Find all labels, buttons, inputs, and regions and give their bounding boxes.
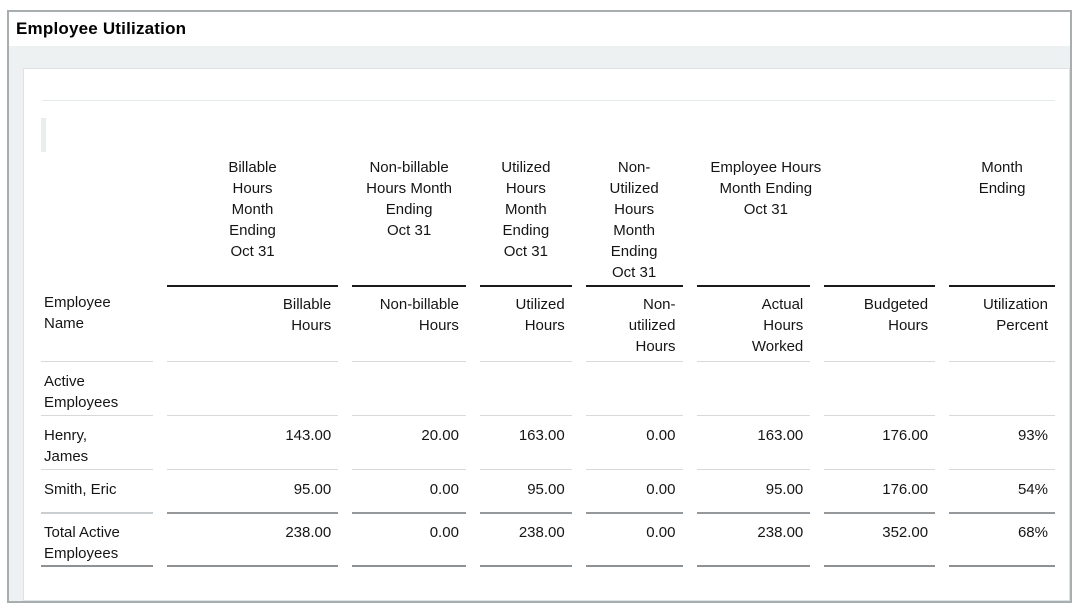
value-cell: 95.00	[765, 481, 804, 498]
column-header: Non- utilized Hours	[585, 285, 683, 362]
row-header-column-label: Employee Name	[41, 285, 153, 362]
employee-name: Smith, Eric	[44, 481, 117, 498]
value-cell: 163.00	[479, 416, 572, 470]
value-cell: 0.00	[585, 512, 683, 567]
column-group-header: Employee Hours Month Ending Oct 31	[710, 159, 822, 218]
utilization-table: Billable Hours Month Ending Oct 31 Non-bi…	[27, 155, 1069, 567]
column-group-header: Non- Utilized Hours Month Ending Oct 31	[609, 159, 659, 281]
column-group-header: Month Ending	[978, 159, 1026, 197]
column-header: Billable Hours	[166, 285, 339, 362]
table-body: Active Employees Henry, James 143.00 20.00 1…	[41, 362, 1055, 567]
value-cell: 95.00	[293, 481, 332, 498]
employee-name: Henry, James	[41, 416, 153, 470]
content-panel: Billable Hours Month Ending Oct 31 Non-bi…	[9, 46, 1070, 601]
value-cell: 352.00	[824, 512, 936, 567]
column-group-row: Billable Hours Month Ending Oct 31 Non-bi…	[41, 155, 1055, 285]
report-window: Employee Utilization Billable Hours Mont…	[7, 10, 1072, 603]
report-card: Billable Hours Month Ending Oct 31 Non-bi…	[23, 68, 1070, 601]
value-cell: 238.00	[479, 512, 572, 567]
value-cell	[949, 362, 1055, 416]
value-cell: 0.00	[352, 512, 466, 567]
column-group-header: Non-billable Hours Month Ending Oct 31	[366, 159, 453, 239]
value-cell: 0.00	[646, 481, 676, 498]
table-head: Billable Hours Month Ending Oct 31 Non-bi…	[41, 155, 1055, 362]
column-header: Budgeted Hours	[824, 285, 936, 362]
column-group-header: Utilized Hours Month Ending Oct 31	[501, 159, 551, 260]
card-divider	[42, 100, 1055, 101]
section-row: Active Employees	[41, 362, 1055, 416]
value-cell	[479, 362, 572, 416]
value-cell	[824, 362, 936, 416]
column-header: Utilized Hours	[479, 285, 572, 362]
value-cell	[696, 362, 811, 416]
table-row: Henry, James 143.00 20.00 163.00 0.00 163.00 1…	[41, 416, 1055, 470]
value-cell: 176.00	[824, 416, 936, 470]
value-cell	[166, 362, 339, 416]
section-row-label: Active Employees	[41, 362, 153, 416]
value-cell: 54%	[1017, 481, 1048, 498]
page-title: Employee Utilization	[16, 19, 187, 38]
table-row: Smith, Eric 95.00 0.00 95.00 0.00 95.00 176.00…	[41, 470, 1055, 512]
column-header: Non-billable Hours	[352, 285, 466, 362]
value-cell: 238.00	[166, 512, 339, 567]
value-cell: 176.00	[882, 481, 929, 498]
value-cell: 0.00	[585, 416, 683, 470]
column-header: Utilization Percent	[949, 285, 1055, 362]
value-cell: 93%	[949, 416, 1055, 470]
value-cell: 143.00	[166, 416, 339, 470]
value-cell: 238.00	[696, 512, 811, 567]
group-header-spacer	[41, 155, 153, 285]
column-header: Actual Hours Worked	[696, 285, 811, 362]
title-bar: Employee Utilization	[9, 12, 1070, 46]
value-cell: 68%	[949, 512, 1055, 567]
value-cell: 20.00	[352, 416, 466, 470]
value-cell	[585, 362, 683, 416]
accent-bar	[41, 118, 46, 152]
value-cell: 0.00	[429, 481, 459, 498]
column-header-row: Employee Name Billable Hours Non-billable …	[41, 285, 1055, 362]
total-row: Total Active Employees 238.00 0.00 238.00 0.…	[41, 512, 1055, 567]
value-cell: 95.00	[527, 481, 565, 498]
value-cell	[352, 362, 466, 416]
total-row-label: Total Active Employees	[41, 512, 153, 567]
value-cell: 163.00	[696, 416, 811, 470]
column-group-header: Billable Hours Month Ending Oct 31	[228, 159, 277, 260]
